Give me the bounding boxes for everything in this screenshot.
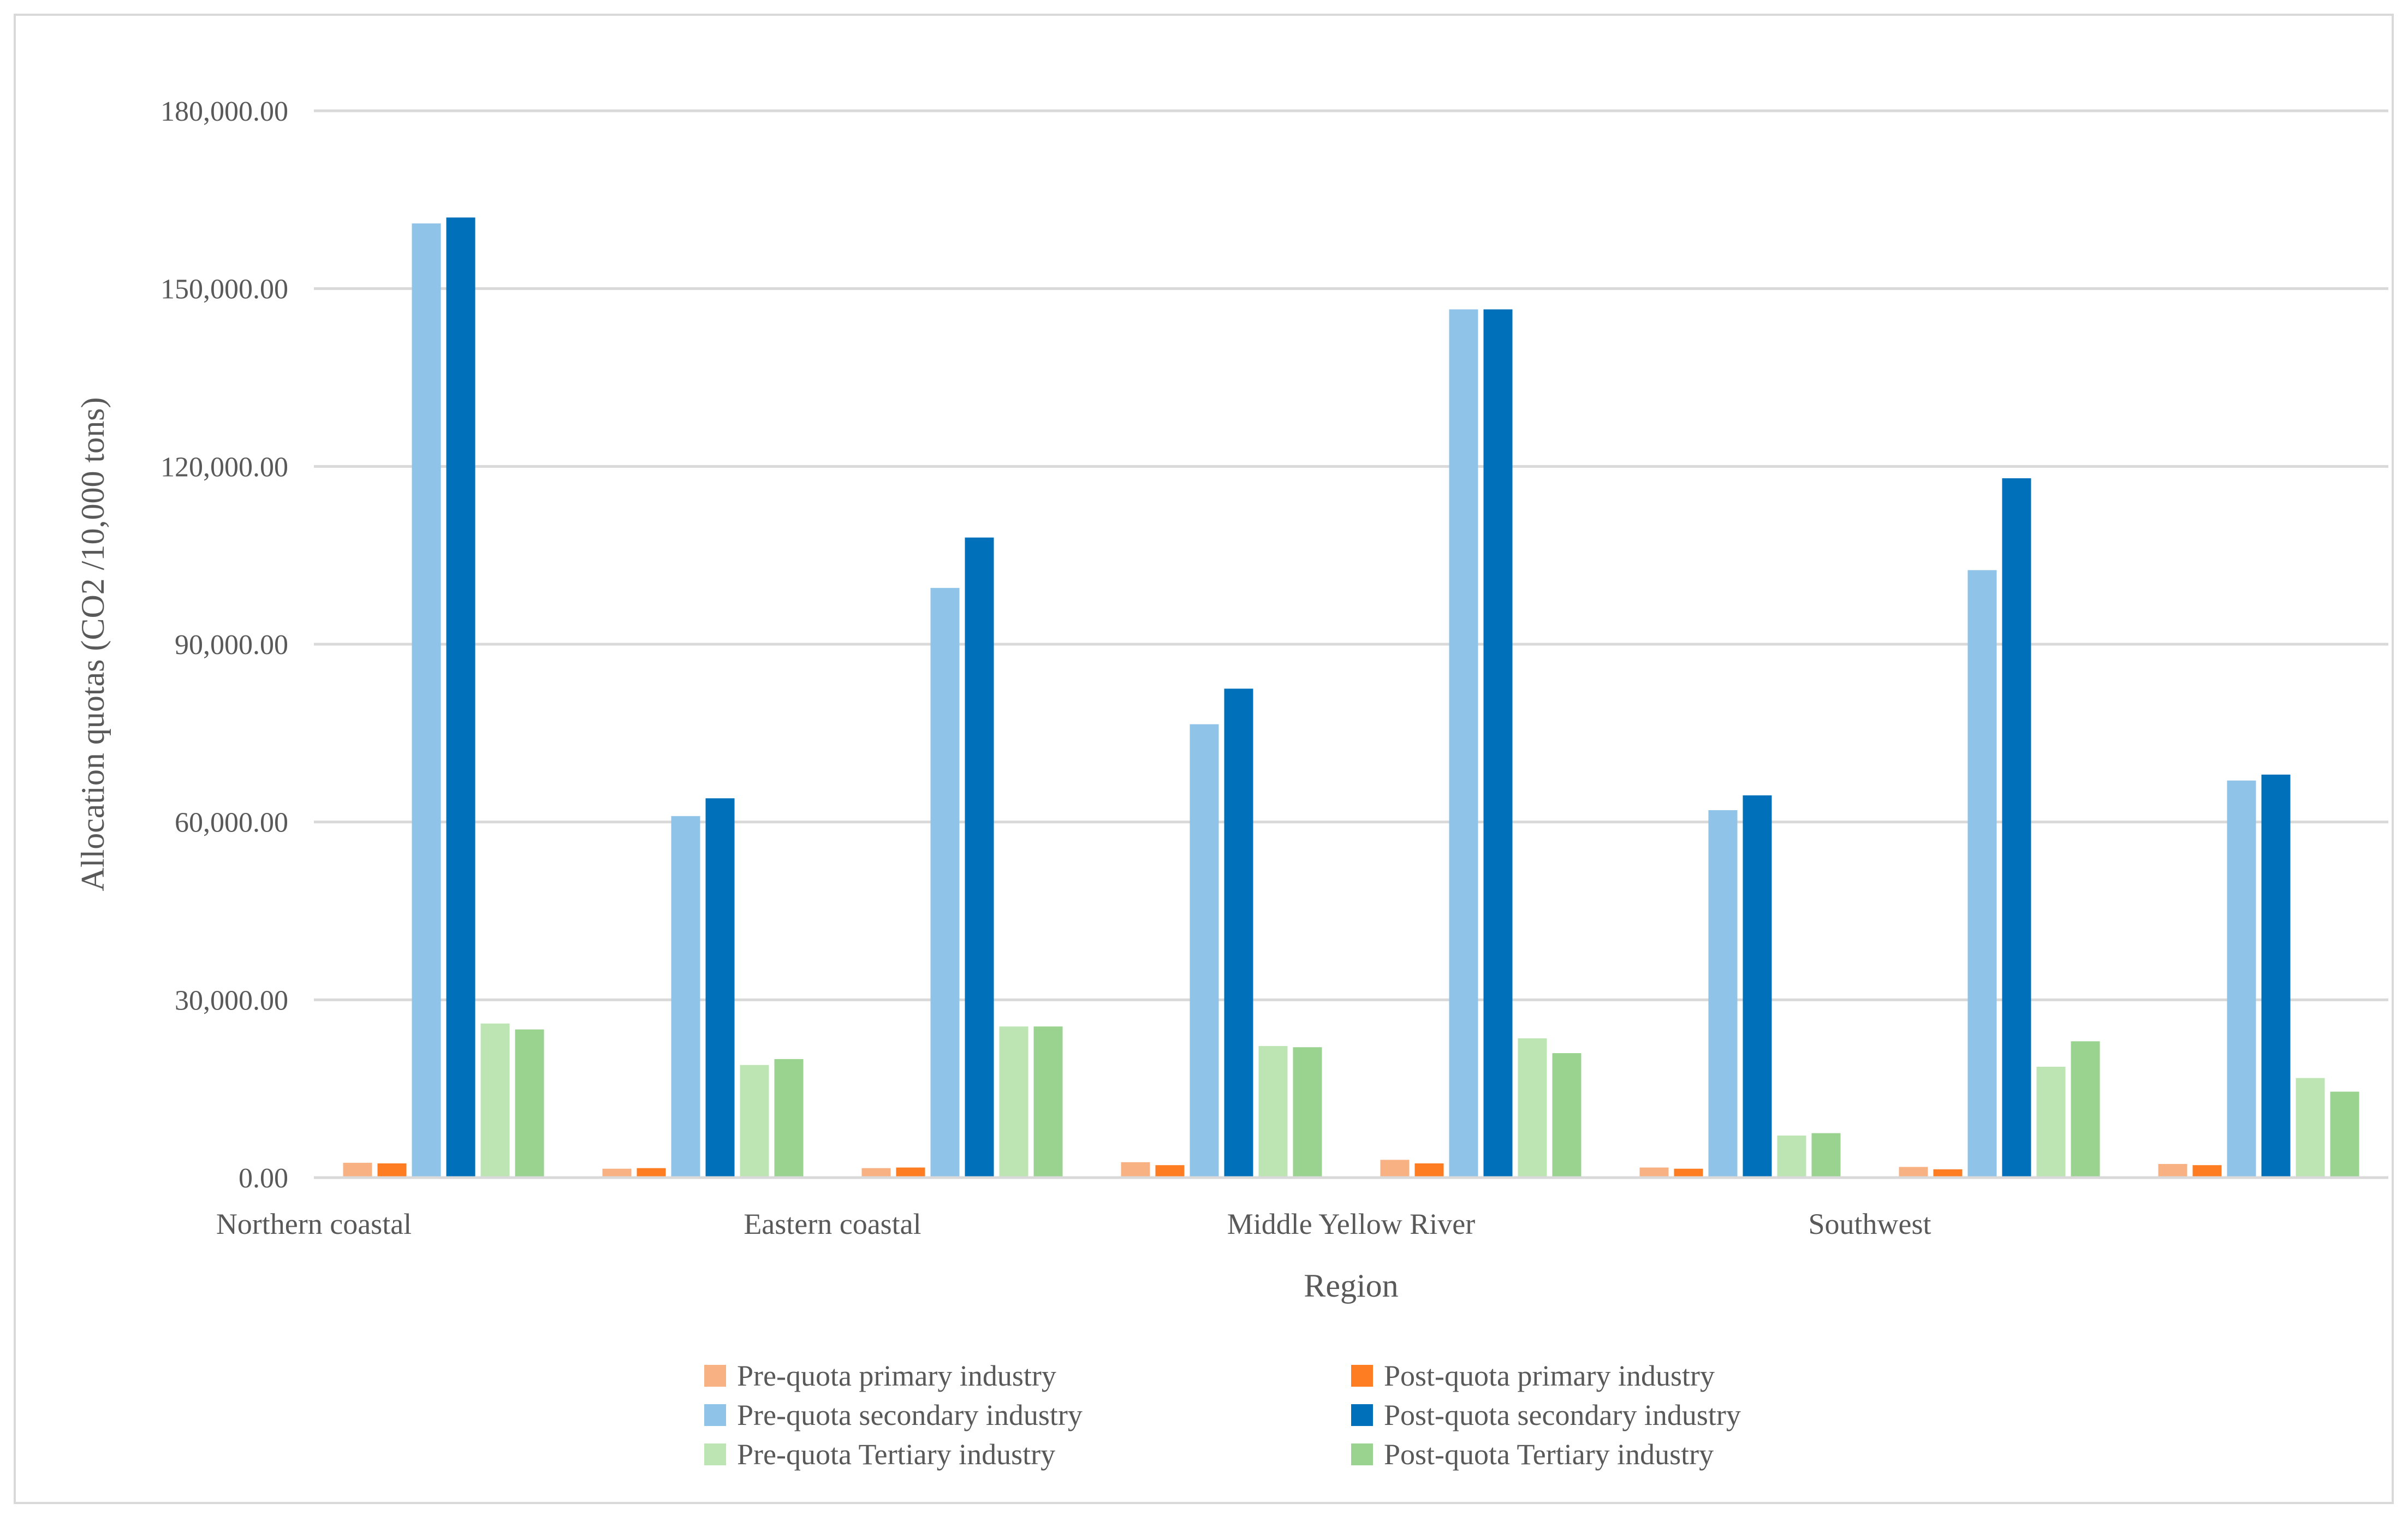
y-tick-label: 30,000.00 (175, 985, 288, 1016)
bar (2192, 1165, 2222, 1178)
bar (2036, 1067, 2066, 1178)
legend-label: Post-quota Tertiary industry (1384, 1438, 1714, 1471)
bar (637, 1168, 666, 1178)
bar (1933, 1169, 1963, 1178)
bar (412, 223, 441, 1178)
bar (480, 1023, 510, 1178)
chart-frame (14, 14, 2394, 1504)
bar (740, 1065, 769, 1178)
bar (1258, 1046, 1288, 1178)
legend-label: Pre-quota secondary industry (737, 1399, 1083, 1431)
bar (705, 798, 735, 1178)
legend-label: Pre-quota Tertiary industry (737, 1438, 1055, 1471)
bar (1414, 1163, 1444, 1178)
bar (965, 537, 994, 1178)
bar (896, 1167, 925, 1178)
bar (1293, 1047, 1322, 1178)
y-tick-label: 60,000.00 (175, 807, 288, 839)
bar (1483, 309, 1513, 1178)
legend-swatch (704, 1443, 726, 1465)
gridlines (314, 109, 2388, 1001)
bar (2296, 1078, 2325, 1178)
bar (1380, 1160, 1410, 1178)
bar (1899, 1167, 1928, 1178)
bar (2330, 1091, 2359, 1178)
bar (2071, 1041, 2100, 1178)
bar (515, 1029, 544, 1178)
bar (1033, 1026, 1063, 1178)
y-tick-label: 90,000.00 (175, 629, 288, 661)
bar (2261, 774, 2291, 1178)
legend-label: Pre-quota primary industry (737, 1359, 1056, 1392)
bar (1224, 688, 1253, 1178)
bar (671, 816, 700, 1178)
legend-label: Post-quota secondary industry (1384, 1399, 1741, 1431)
bar (1743, 795, 1772, 1178)
y-tick-label: 150,000.00 (160, 274, 288, 305)
legend-swatch (704, 1404, 726, 1426)
y-axis-title: Allocation quotas (CO2 /10,000 tons) (75, 397, 111, 892)
bar (1155, 1165, 1185, 1178)
legend-swatch (1351, 1404, 1373, 1426)
bar (999, 1026, 1028, 1178)
bar (1967, 570, 1997, 1178)
bar (1449, 309, 1478, 1178)
bar (861, 1168, 891, 1178)
legend-label: Post-quota primary industry (1384, 1359, 1715, 1392)
y-axis-ticks: 0.00 30,000.00 60,000.00 90,000.00 120,000.0… (160, 96, 288, 1194)
bars (343, 217, 2359, 1178)
bar (2158, 1164, 2187, 1178)
bar (446, 217, 475, 1178)
bar (1121, 1162, 1150, 1178)
x-axis-categories: Northern coastal Eastern coastal Middle Ye… (216, 1208, 1931, 1240)
y-tick-label: 180,000.00 (160, 96, 288, 127)
x-category-label: Eastern coastal (744, 1208, 921, 1240)
bar (774, 1059, 804, 1178)
x-category-label: Southwest (1808, 1208, 1931, 1240)
bar (1190, 724, 1219, 1178)
bar (602, 1168, 632, 1178)
bar (1518, 1038, 1547, 1178)
legend: Pre-quota primary industry Post-quota pri… (704, 1359, 1741, 1471)
bar (2002, 478, 2031, 1178)
bar (930, 587, 960, 1178)
x-category-label: Northern coastal (216, 1208, 412, 1240)
y-tick-label: 0.00 (239, 1163, 288, 1194)
bar (1777, 1135, 1806, 1178)
legend-swatch (1351, 1365, 1373, 1387)
bar (1708, 810, 1738, 1178)
x-axis-title: Region (1304, 1268, 1398, 1304)
bar (1552, 1053, 1581, 1178)
x-category-label: Middle Yellow River (1227, 1208, 1476, 1240)
bar (1639, 1167, 1669, 1178)
legend-swatch (704, 1365, 726, 1387)
bar (1674, 1168, 1703, 1178)
bar (2227, 780, 2256, 1178)
bar (377, 1163, 407, 1178)
bar (343, 1162, 372, 1178)
legend-swatch (1351, 1443, 1373, 1465)
bar (1811, 1133, 1841, 1178)
y-tick-label: 120,000.00 (160, 451, 288, 483)
